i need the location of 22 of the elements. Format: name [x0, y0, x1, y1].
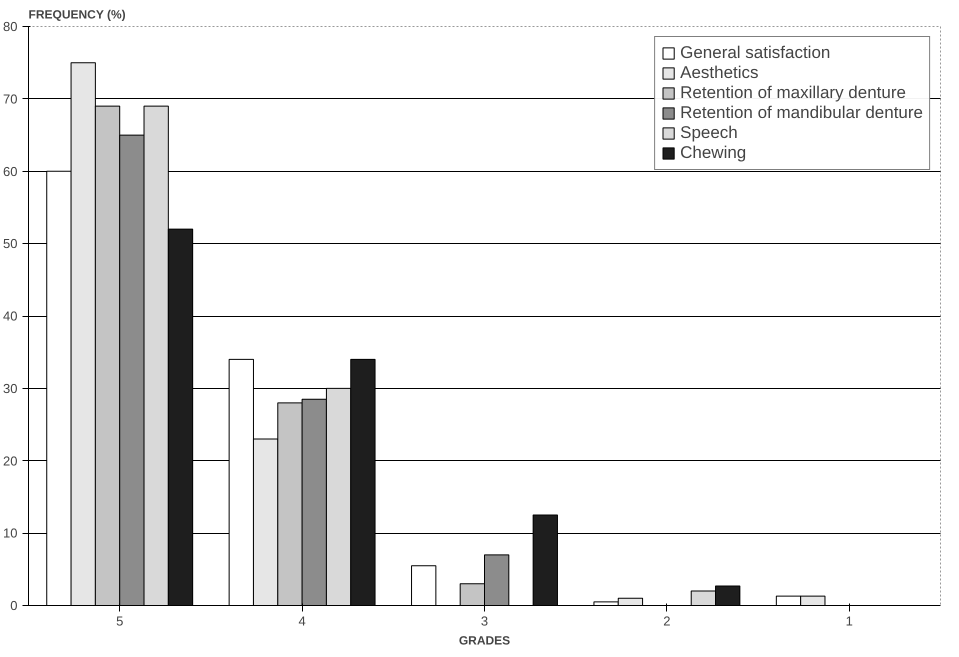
x-tick-label: 2	[663, 614, 671, 628]
x-axis-title: GRADES	[458, 634, 510, 648]
y-tick-label: 80	[3, 19, 18, 34]
legend-label: Chewing	[680, 143, 746, 163]
y-tick-label: 50	[3, 236, 18, 252]
x-tick-label: 1	[846, 614, 853, 628]
y-tick-label: 40	[3, 308, 18, 324]
y-tick-label: 70	[3, 91, 18, 106]
legend-label: Retention of mandibular denture	[680, 103, 923, 123]
legend-label: Retention of maxillary denture	[680, 83, 906, 103]
y-tick-label: 30	[3, 380, 18, 396]
x-tick-label: 3	[480, 614, 488, 628]
y-tick-label: 20	[3, 453, 18, 468]
y-axis-title: FREQUENCY (%)	[28, 8, 126, 22]
legend-label: Aesthetics	[680, 63, 759, 83]
y-tick-label: 60	[3, 164, 18, 179]
x-tick-label: 5	[116, 614, 124, 628]
legend-label: General satisfaction	[680, 43, 830, 63]
y-tick-label: 0	[10, 598, 18, 613]
y-tick-label: 10	[3, 526, 18, 541]
x-tick-label: 4	[298, 614, 306, 628]
legend-label: Speech	[680, 123, 738, 143]
